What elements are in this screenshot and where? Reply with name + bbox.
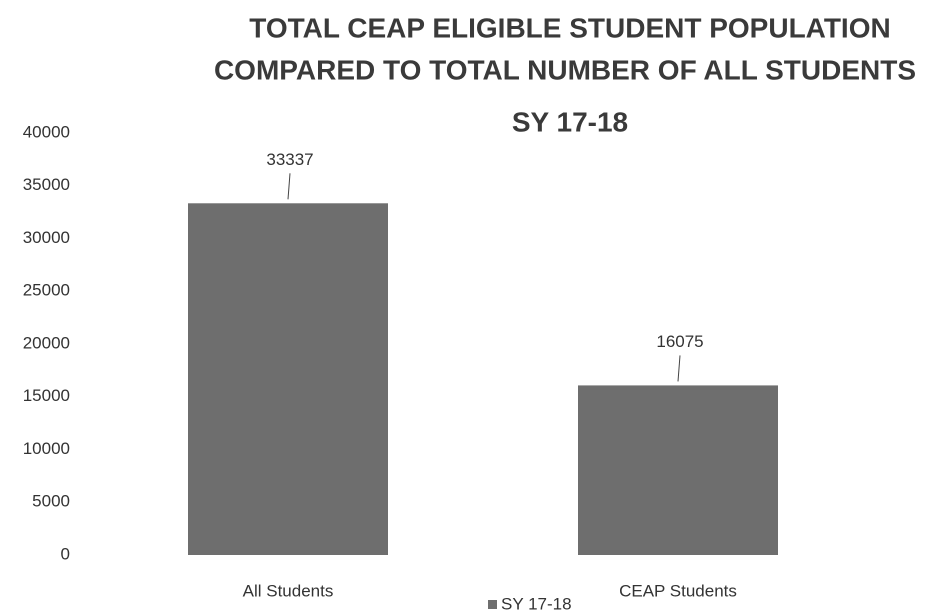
y-tick-label: 0	[61, 544, 70, 563]
legend-swatch	[488, 600, 497, 609]
y-tick-label: 5000	[32, 492, 70, 511]
x-tick-label: All Students	[243, 581, 334, 600]
chart-title: COMPARED TO TOTAL NUMBER OF ALL STUDENTS	[214, 54, 916, 85]
y-tick-label: 35000	[23, 175, 70, 194]
leader-line	[677, 355, 681, 382]
leader-line	[287, 173, 291, 200]
chart-title: TOTAL CEAP ELIGIBLE STUDENT POPULATION	[249, 12, 890, 43]
chart-title: SY 17-18	[512, 106, 628, 137]
y-tick-label: 25000	[23, 281, 70, 300]
data-label: 33337	[266, 150, 313, 169]
y-tick-label: 30000	[23, 228, 70, 247]
data-label: 16075	[656, 332, 703, 351]
x-tick-label: CEAP Students	[619, 581, 737, 600]
y-tick-label: 10000	[23, 439, 70, 458]
y-tick-label: 15000	[23, 386, 70, 405]
y-tick-label: 20000	[23, 333, 70, 352]
legend-label: SY 17-18	[501, 594, 572, 613]
y-tick-label: 40000	[23, 122, 70, 141]
bar	[188, 203, 388, 555]
bar	[578, 385, 778, 555]
